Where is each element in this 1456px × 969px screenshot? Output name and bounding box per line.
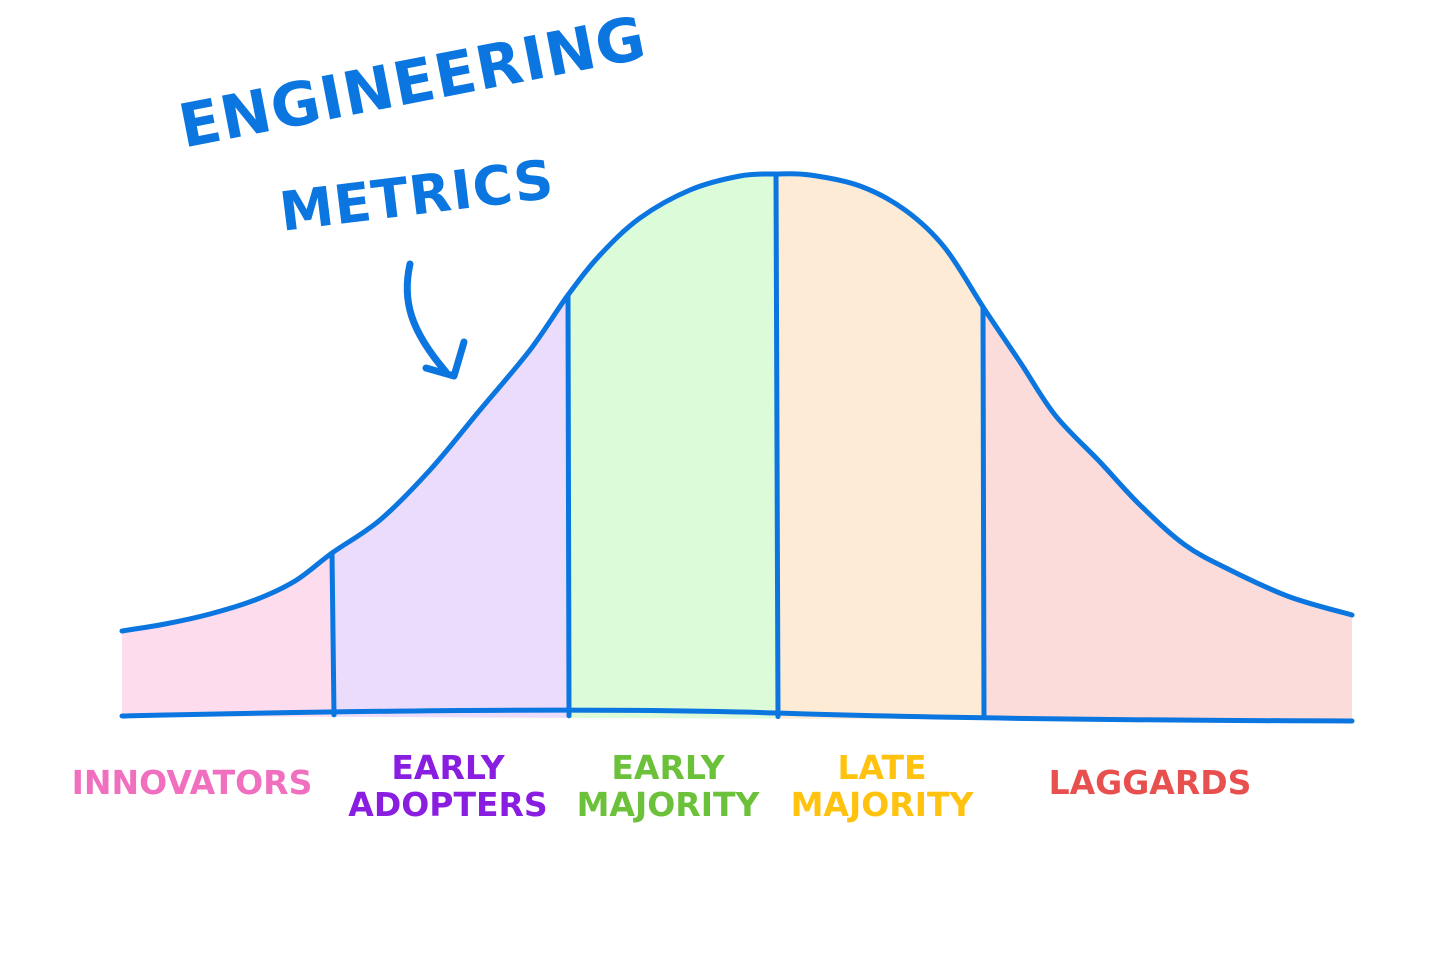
label-early-adopters-line-2: ADOPTERS [348,784,548,824]
segment-fill-innovators [122,552,333,717]
label-innovators: INNOVATORS [71,763,313,802]
segment-divider [565,292,572,719]
label-late-majority-line-2: MAJORITY [790,784,974,824]
segment-fills [122,174,1352,721]
label-early-majority-line-1: EARLY [611,748,725,787]
label-late-majority: LATE MAJORITY [790,748,974,824]
label-early-adopters: EARLY ADOPTERS [348,748,548,824]
segment-divider [773,171,781,720]
label-innovators-line-1: INNOVATORS [71,763,313,802]
label-laggards: LAGGARDS [1048,763,1252,802]
label-late-majority-line-1: LATE [837,748,927,787]
arrow-shaft [403,260,450,376]
arrow-head [422,338,468,380]
segment-fill-late-majority [776,174,983,720]
label-early-majority: EARLY MAJORITY [576,748,760,824]
callout-arrow-icon [403,260,468,380]
segment-divider [329,550,337,718]
segment-fill-early-majority [568,174,776,719]
label-early-adopters-line-1: EARLY [391,748,505,787]
label-laggards-line-1: LAGGARDS [1048,763,1252,802]
curve-lines [119,171,1355,724]
label-early-majority-line-2: MAJORITY [576,784,760,824]
bell-curve-line [119,171,1355,634]
segment-divider [980,304,987,720]
segment-fill-early-adopters [332,295,568,718]
segment-fill-laggards [983,306,1352,721]
